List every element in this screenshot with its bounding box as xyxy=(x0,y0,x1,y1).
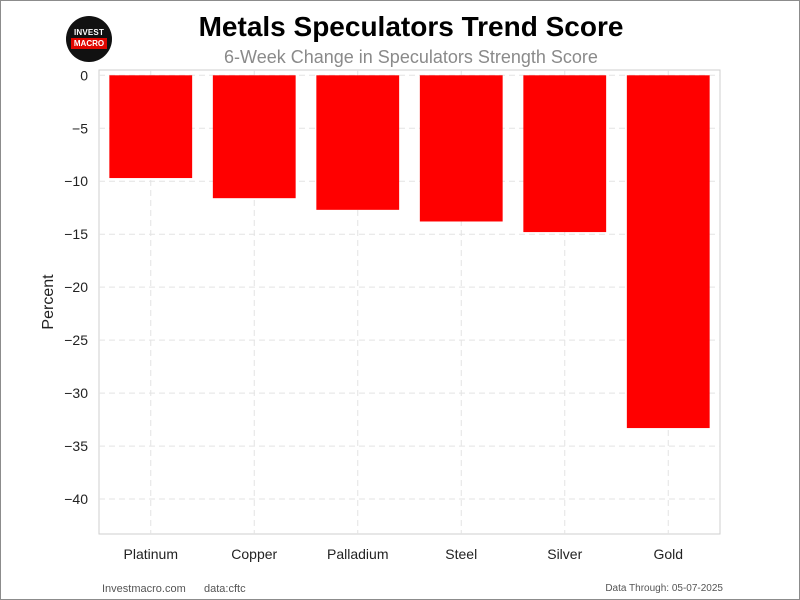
y-tick-label: −10 xyxy=(64,173,88,189)
x-tick-label-silver: Silver xyxy=(547,546,582,562)
bar-gold xyxy=(626,75,710,429)
y-tick-labels: 0 −5 −10 −15 −20 −25 −30 −35 −40 xyxy=(64,67,88,507)
y-tick-label: −40 xyxy=(64,491,88,507)
x-tick-label-copper: Copper xyxy=(231,546,277,562)
bar-silver xyxy=(523,75,607,233)
footer-source: Investmacro.com xyxy=(102,583,186,595)
y-tick-label: −30 xyxy=(64,385,88,401)
bar-steel xyxy=(419,75,503,222)
x-tick-labels: Platinum Copper Palladium Steel Silver Gold xyxy=(124,546,684,562)
logo-text-macro: MACRO xyxy=(71,38,107,49)
logo-text-invest: INVEST xyxy=(73,28,105,37)
y-tick-label: −25 xyxy=(64,332,88,348)
chart-title: Metals Speculators Trend Score xyxy=(198,11,624,42)
bar-copper xyxy=(212,75,296,199)
bars xyxy=(109,75,710,429)
plot-area xyxy=(98,69,721,535)
x-tick-label-steel: Steel xyxy=(445,546,477,562)
y-gridlines xyxy=(99,74,720,500)
x-tick-label-palladium: Palladium xyxy=(327,546,388,562)
y-tick-label: −35 xyxy=(64,438,88,454)
chart-subtitle: 6-Week Change in Speculators Strength Sc… xyxy=(224,47,598,67)
x-tick-label-platinum: Platinum xyxy=(124,546,178,562)
y-tick-label: −15 xyxy=(64,226,88,242)
y-axis-label: Percent xyxy=(40,274,57,330)
footer-data-source: data:cftc xyxy=(204,583,246,595)
bar-palladium xyxy=(316,75,400,210)
y-tick-label: −20 xyxy=(64,279,88,295)
investmacro-logo: INVEST MACRO xyxy=(66,16,112,62)
y-tick-label: −5 xyxy=(72,120,88,136)
x-tick-label-gold: Gold xyxy=(653,546,683,562)
footer-date: Data Through: 05-07-2025 xyxy=(605,583,723,594)
y-tick-label: 0 xyxy=(80,67,88,83)
bar-platinum xyxy=(109,75,193,179)
